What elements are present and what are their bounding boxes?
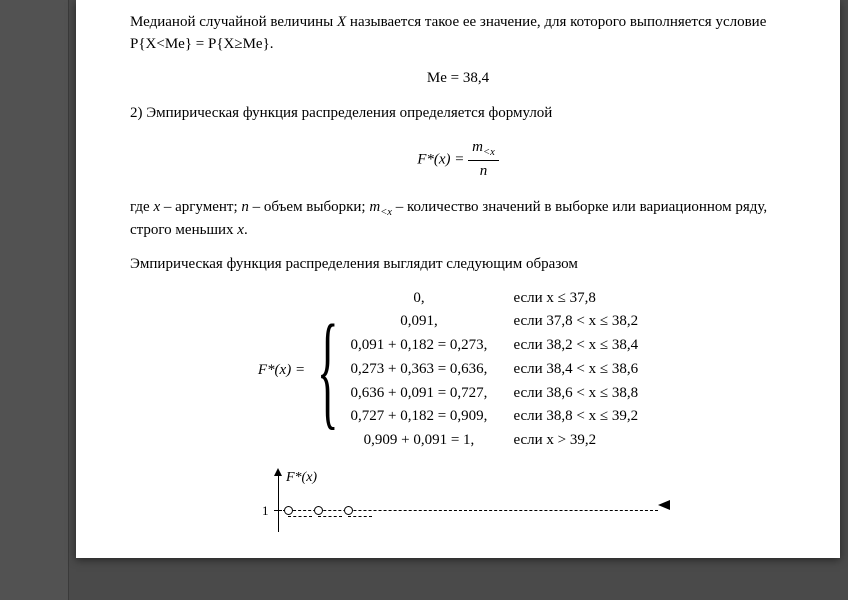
var-n: n [241,199,249,215]
chart-canvas: F*(x) 1 [248,472,668,542]
fraction-numerator: m<x [468,137,499,161]
piecewise-condition: если x ≤ 37,8 [507,288,658,312]
piecewise-condition: если x > 39,2 [507,430,658,454]
piecewise-value: 0,636 + 0,091 = 0,727, [345,383,508,407]
step-segment [348,516,372,517]
step-line [278,510,658,511]
y-axis-label: F*(x) [286,468,317,488]
piecewise-row: 0,091, если 37,8 < x ≤ 38,2 [345,311,659,335]
piecewise-row: 0,727 + 0,182 = 0,909, если 38,8 < x ≤ 3… [345,406,659,430]
piecewise-condition: если 38,4 < x ≤ 38,6 [507,359,658,383]
arrow-left-icon [658,500,670,510]
text-run: Медианой случайной величины [130,14,337,30]
pdf-viewport: Медианой случайной величины X называется… [0,0,848,600]
arrow-up-icon [274,468,282,476]
left-brace-icon: { [317,313,339,428]
open-circle-icon [284,506,293,515]
formula-lhs: F*(x) = [417,151,468,167]
var-x: X [337,14,346,30]
text-run: где [130,199,153,215]
piecewise-value: 0,091 + 0,182 = 0,273, [345,335,508,359]
open-circle-icon [314,506,323,515]
fraction-denominator: n [468,161,499,183]
equation-median: Me = 38,4 [130,68,786,90]
step-segment [288,516,312,517]
var-x: x [237,222,244,238]
var-m: m [369,199,380,215]
section-2-heading: 2) Эмпирическая функция распределения оп… [130,103,786,125]
piecewise-row: 0,091 + 0,182 = 0,273, если 38,2 < x ≤ 3… [345,335,659,359]
piecewise-table: 0, если x ≤ 37,8 0,091, если 37,8 < x ≤ … [345,288,659,454]
piecewise-function: F*(x) = { 0, если x ≤ 37,8 0,091, если 3… [130,288,786,454]
y-tick-label: 1 [262,502,269,521]
text-run: называется такое ее значение, для которо… [346,14,766,30]
piecewise-row: 0,909 + 0,091 = 1, если x > 39,2 [345,430,659,454]
formula-ecdf: F*(x) = m<x n [130,137,786,183]
piecewise-row: 0,273 + 0,363 = 0,636, если 38,4 < x ≤ 3… [345,359,659,383]
piecewise-value: 0,273 + 0,363 = 0,636, [345,359,508,383]
thumbnails-gutter [0,0,69,600]
piecewise-row: 0,636 + 0,091 = 0,727, если 38,6 < x ≤ 3… [345,383,659,407]
para-where: где x – аргумент; n – объем выборки; m<x… [130,197,786,242]
piecewise-value: 0, [345,288,508,312]
step-segment [318,516,342,517]
text-run: – объем выборки; [249,199,369,215]
para-median-definition: Медианой случайной величины X называется… [130,12,786,56]
text-run: – аргумент; [160,199,241,215]
piecewise-condition: если 37,8 < x ≤ 38,2 [507,311,658,335]
piecewise-value: 0,091, [345,311,508,335]
piecewise-lhs: F*(x) = [258,360,311,382]
document-page: Медианой случайной величины X называется… [76,0,840,558]
ecdf-chart: F*(x) 1 [130,472,786,550]
piecewise-value: 0,727 + 0,182 = 0,909, [345,406,508,430]
m-subscript: <x [483,147,495,158]
piecewise-condition: если 38,8 < x ≤ 39,2 [507,406,658,430]
text-run: . [244,222,248,238]
piecewise-value: 0,909 + 0,091 = 1, [345,430,508,454]
text-run: P{X<Me} = P{X≥Me}. [130,36,274,52]
piecewise-condition: если 38,6 < x ≤ 38,8 [507,383,658,407]
open-circle-icon [344,506,353,515]
m-symbol: m [472,139,483,155]
para-ecdf-looks: Эмпирическая функция распределения выгля… [130,254,786,276]
piecewise-condition: если 38,2 < x ≤ 38,4 [507,335,658,359]
y-axis [278,472,279,532]
var-m-sub: <x [380,207,392,218]
piecewise-row: 0, если x ≤ 37,8 [345,288,659,312]
fraction: m<x n [468,137,499,183]
